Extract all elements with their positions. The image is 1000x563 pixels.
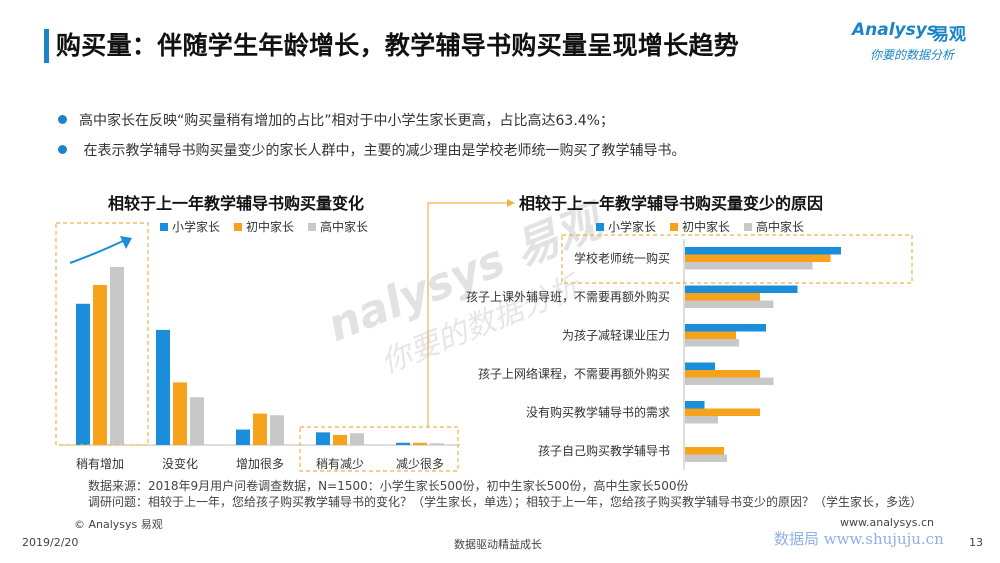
hbar-middle: [685, 293, 760, 301]
hbar-middle: [685, 254, 831, 262]
bar-elementary: [236, 429, 250, 445]
y-tick-label: 为孩子减轻课业压力: [562, 328, 670, 342]
x-tick-label: 没变化: [162, 456, 198, 471]
left-chart-legend: 小学家长 初中家长 高中家长: [160, 218, 368, 235]
bar-middle: [173, 382, 187, 445]
logo-english: Analysys: [852, 20, 937, 40]
hbar-high: [685, 454, 727, 462]
bullet-text-2: 在表示教学辅导书购买量变少的家长人群中，主要的减少理由是学校老师统一购买了教学辅…: [79, 143, 686, 159]
page-number: 13: [969, 536, 983, 549]
legend-item-high: 高中家长: [744, 218, 804, 235]
logo-chinese: 易观: [932, 25, 966, 45]
highlight-box-decrease: [299, 426, 459, 472]
footer-slogan: 数据驱动精益成长: [454, 538, 542, 551]
hbar-high: [685, 339, 739, 347]
hbar-elementary: [685, 247, 841, 255]
y-tick-label: 孩子自己购买教学辅导书: [538, 443, 670, 458]
bar-high: [350, 433, 364, 445]
hbar-high: [685, 262, 813, 270]
growth-arrowhead-icon: [120, 236, 132, 249]
footer-date: 2019/2/20: [22, 536, 79, 549]
bar-middle: [413, 442, 427, 445]
bar-middle: [93, 284, 107, 445]
bullet-text-1: 高中家长在反映“购买量稍有增加的占比”相对于中小学生家长更高，占比高达63.4%…: [79, 113, 614, 129]
bar-elementary: [396, 442, 410, 445]
analysys-logo: Analysys 易观 你要的数据分析: [852, 20, 982, 70]
left-chart-title: 相较于上一年教学辅导书购买量变化: [108, 194, 365, 213]
data-source: 数据来源：2018年9月用户问卷调查数据，N=1500：小学生家长500份，初中…: [88, 479, 689, 493]
bar-high: [110, 267, 124, 445]
highlight-box-top-reason: [561, 234, 913, 284]
hbar-middle: [685, 408, 760, 416]
y-tick-label: 没有购买教学辅导书的需求: [526, 404, 670, 419]
page-title: 购买量：伴随学生年龄增长，教学辅导书购买量呈现增长趋势: [56, 31, 740, 60]
bar-high: [270, 415, 284, 445]
website-link[interactable]: www.analysys.cn: [840, 516, 934, 529]
bar-elementary: [316, 432, 330, 445]
growth-arrow-icon: [69, 239, 126, 264]
x-tick-label: 稍有增加: [76, 457, 124, 471]
right-chart-legend: 小学家长 初中家长 高中家长: [596, 218, 804, 235]
legend-item-middle: 初中家长: [234, 218, 294, 235]
hbar-middle: [685, 370, 760, 378]
bar-elementary: [156, 329, 170, 445]
source-note: 数据来源：2018年9月用户问卷调查数据，N=1500：小学生家长500份，初中…: [88, 478, 922, 510]
hbar-elementary: [685, 401, 705, 409]
right-chart-title: 相较于上一年教学辅导书购买量变少的原因: [519, 194, 824, 213]
copyright: © Analysys 易观: [74, 518, 163, 531]
y-tick-label: 孩子上网络课程，不需要再额外购买: [478, 366, 670, 381]
bullet-dot-icon: [58, 145, 67, 154]
legend-item-elementary: 小学家长: [160, 218, 220, 235]
hbar-high: [685, 416, 718, 424]
hbar-middle: [685, 331, 736, 339]
bar-middle: [333, 434, 347, 445]
legend-item-middle: 初中家长: [670, 218, 730, 235]
legend-item-elementary: 小学家长: [596, 218, 656, 235]
bar-elementary: [76, 303, 90, 445]
bullet-point-1: 高中家长在反映“购买量稍有增加的占比”相对于中小学生家长更高，占比高达63.4%…: [58, 110, 614, 130]
hbar-elementary: [685, 285, 798, 293]
bullet-dot-icon: [58, 115, 67, 124]
hbar-middle: [685, 447, 724, 455]
x-tick-label: 增加很多: [236, 457, 284, 471]
x-tick-label: 减少很多: [396, 457, 444, 471]
x-tick-label: 稍有减少: [316, 457, 364, 471]
highlight-box-increase: [55, 222, 149, 446]
bar-middle: [253, 413, 267, 445]
bar-high: [430, 443, 444, 445]
connector-arrow-icon: [507, 199, 515, 207]
hbar-high: [685, 377, 774, 385]
hbar-elementary: [685, 324, 766, 332]
legend-item-high: 高中家长: [308, 218, 368, 235]
survey-question: 调研问题：相较于上一年，您给孩子购买教学辅导书的变化？（学生家长，单选）；相较于…: [88, 495, 923, 509]
hbar-high: [685, 300, 774, 308]
bar-high: [190, 397, 204, 445]
site-watermark: 数据局 www.shujuju.cn: [774, 530, 944, 548]
logo-slogan: 你要的数据分析: [870, 48, 955, 62]
title-accent-bar: [44, 29, 49, 63]
hbar-elementary: [685, 362, 715, 370]
bullet-point-2: 在表示教学辅导书购买量变少的家长人群中，主要的减少理由是学校老师统一购买了教学辅…: [58, 140, 685, 160]
